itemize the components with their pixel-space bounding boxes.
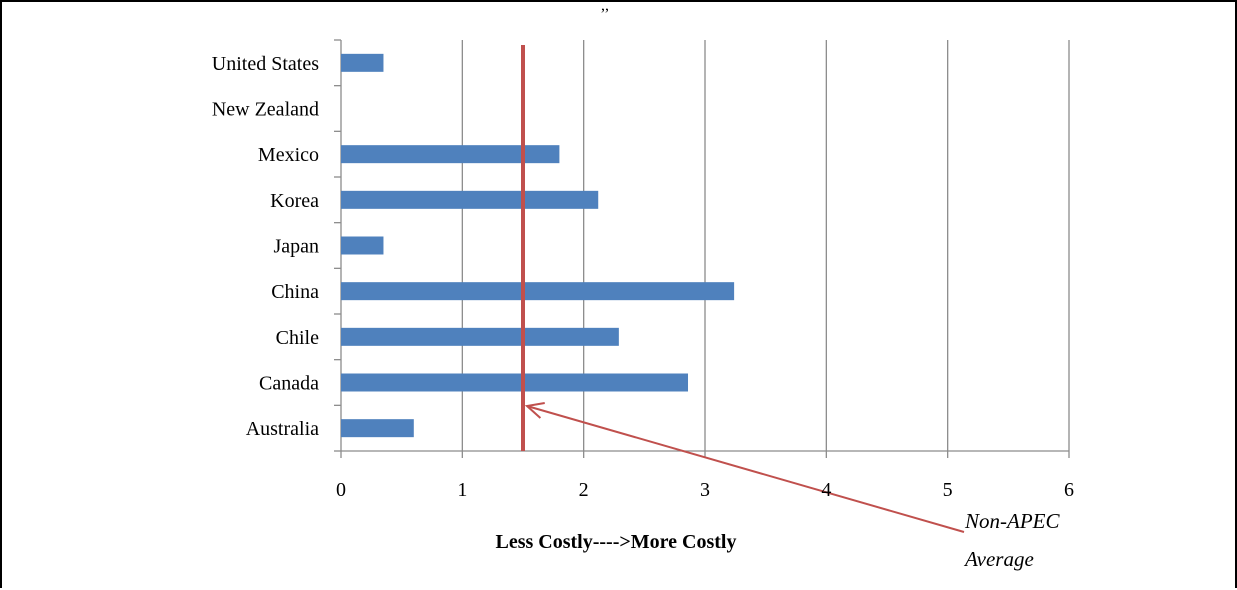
reference-line-group [521,45,965,533]
x-tick-label: 0 [336,479,346,501]
category-label: United States [212,53,319,75]
reference-line-label: Non-APEC Average [963,509,1065,571]
x-tick-label: 1 [457,479,467,501]
top-mark: ,, [601,2,609,14]
bar-united-states [341,53,384,72]
labels: 0 1 2 3 4 5 6 Australia Canada Chile China Japan Kor… [212,53,1074,501]
reference-line-label-line-1: Non-APEC [964,509,1060,533]
bar-canada [341,373,689,392]
bar-japan [341,236,384,255]
x-tick-label: 6 [1064,479,1074,501]
x-tick-label: 2 [579,479,589,501]
reference-line-label-line-2: Average [963,547,1034,571]
x-tick-label: 5 [943,479,953,501]
bar-china [341,282,735,301]
bar-chile [341,327,619,346]
reference-arrow-head [524,401,545,419]
category-label: New Zealand [212,99,319,121]
category-label: Japan [273,236,319,258]
bars [341,53,735,438]
bar-korea [341,190,599,209]
x-tick-label: 3 [700,479,710,501]
reference-arrow-shaft [526,405,965,533]
x-tick-label: 4 [821,479,831,501]
category-label: Korea [270,190,319,212]
category-label: Chile [276,327,319,349]
bar-mexico [341,145,560,164]
category-label: Australia [246,418,319,440]
axes [334,39,1070,458]
category-label: Mexico [258,144,319,166]
category-label: Canada [259,373,319,395]
bar-australia [341,419,414,438]
x-axis-title: Less Costly---->More Costly [496,531,737,553]
category-label: China [271,281,319,303]
